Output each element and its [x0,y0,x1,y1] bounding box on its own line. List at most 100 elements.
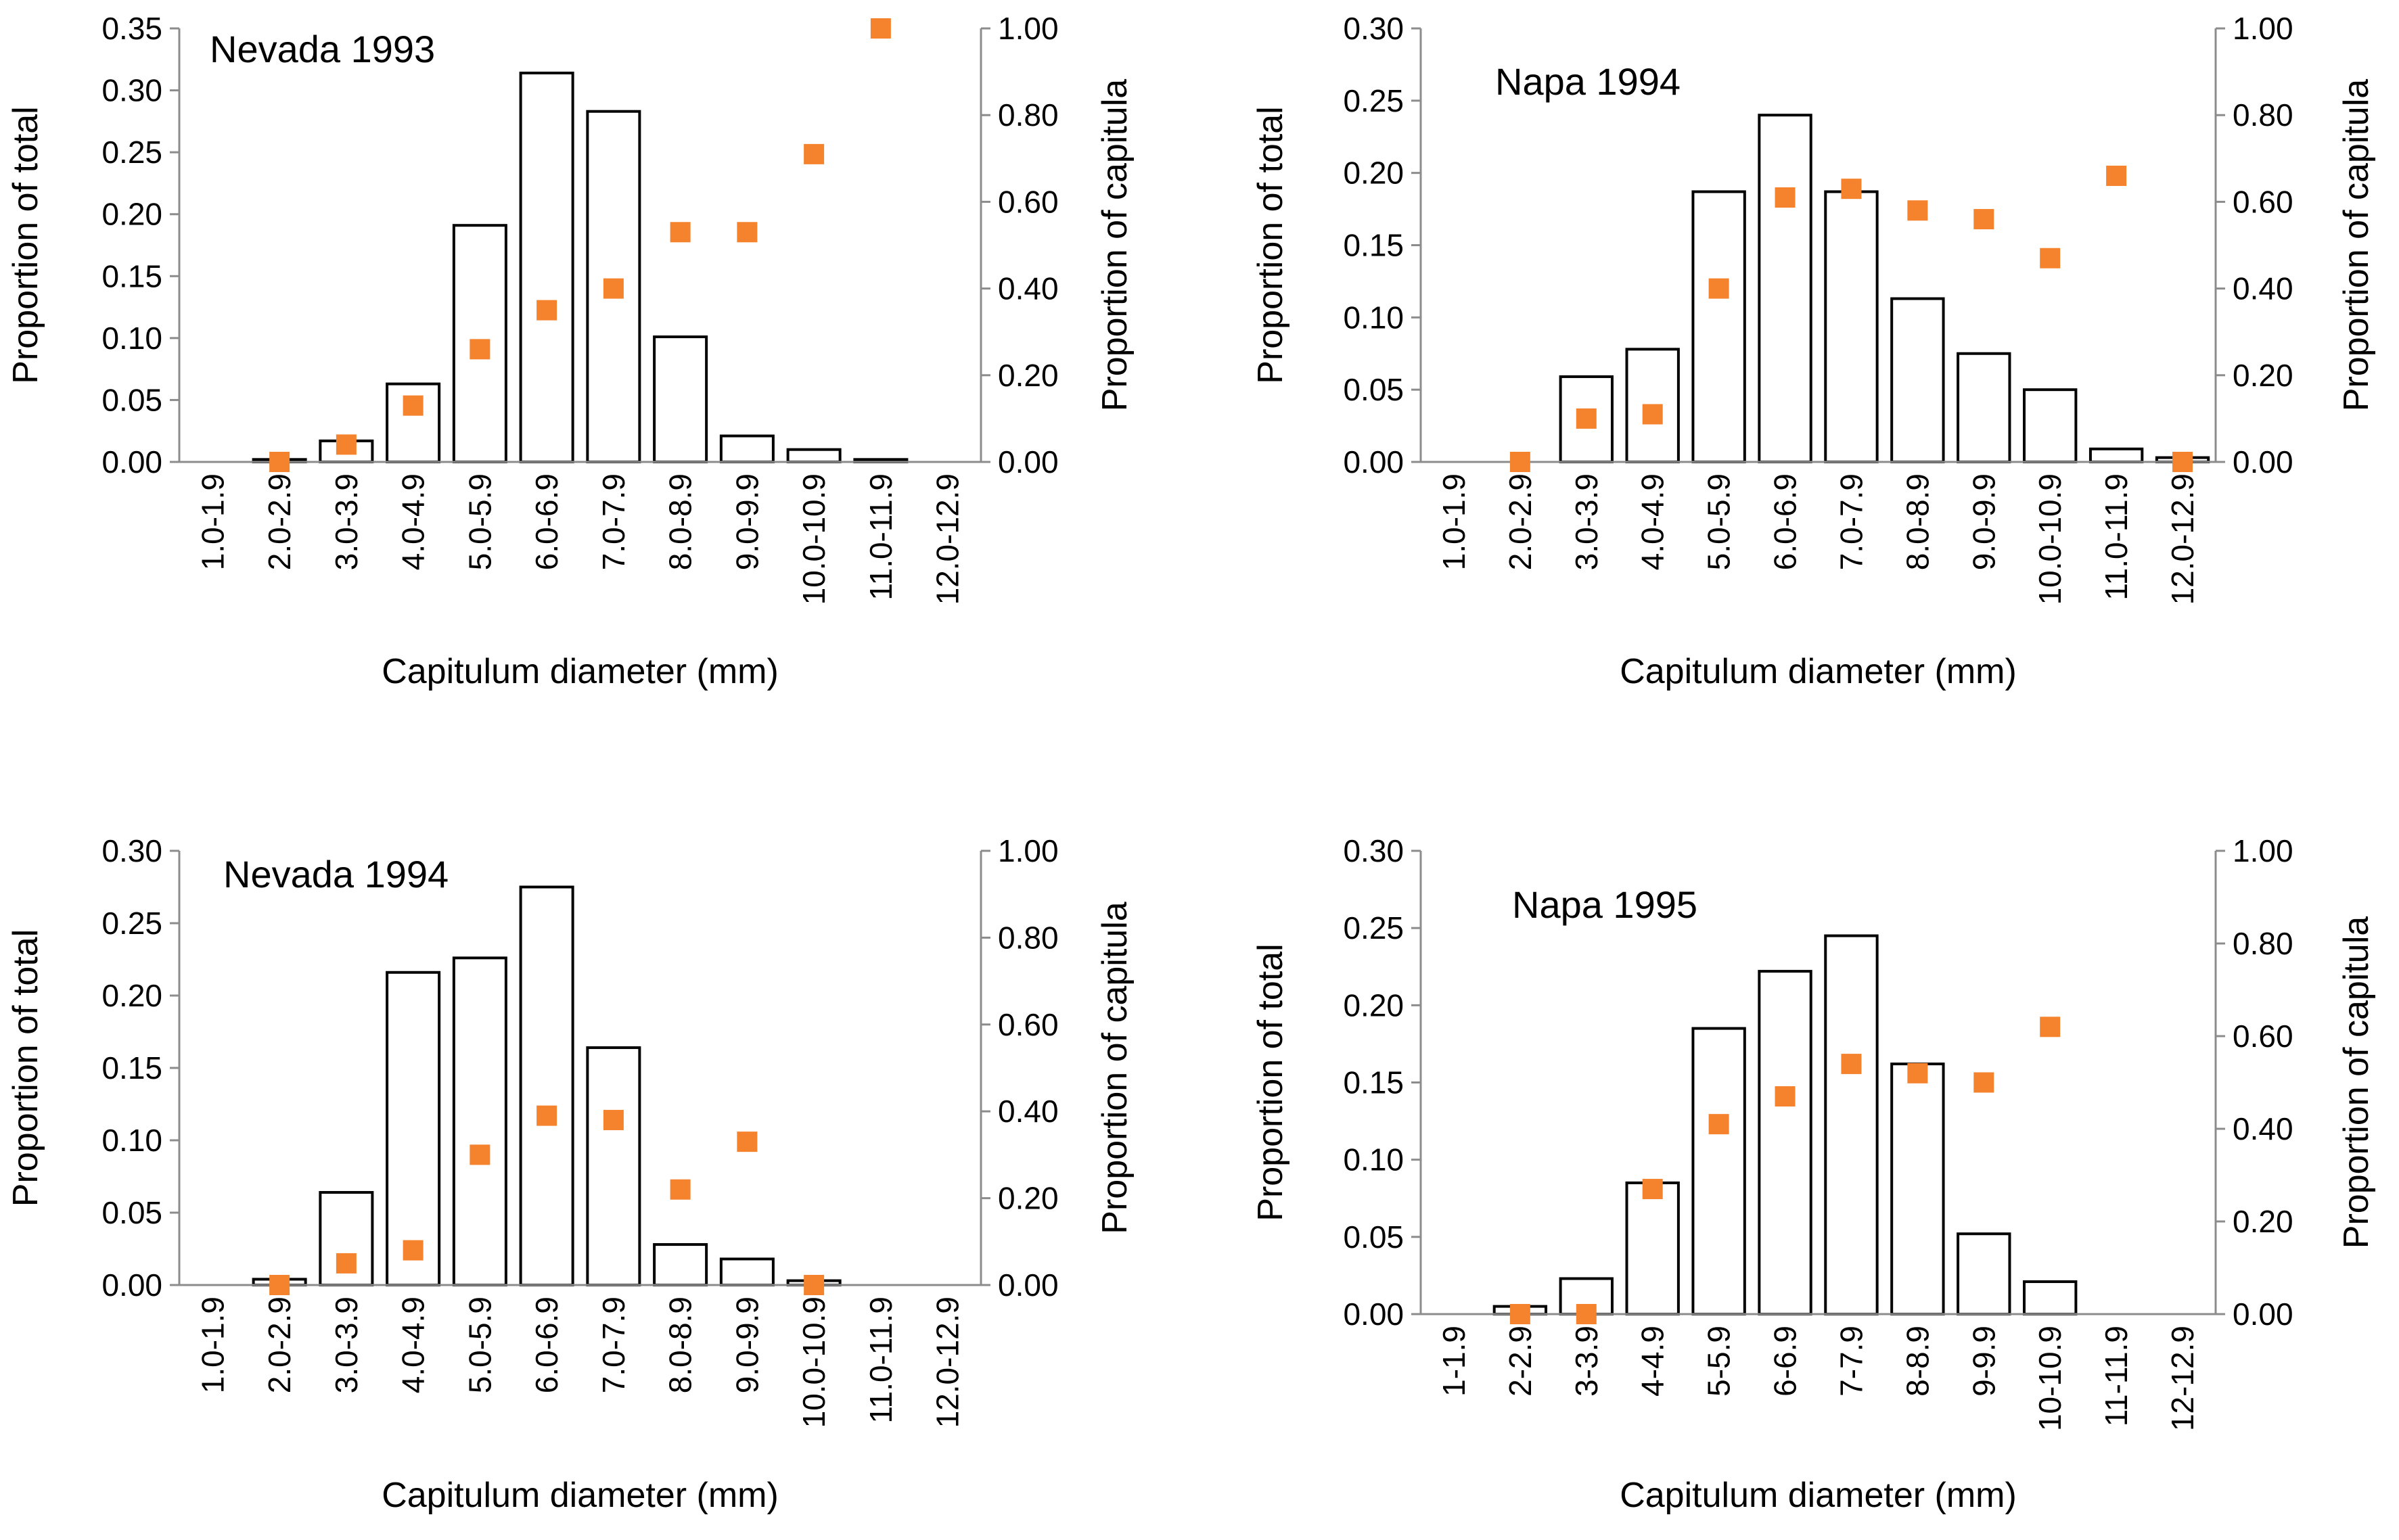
chart-panel-nevada-1993: 0.00 0.05 0.10 0.15 0.20 0.25 0.30 0.35 0.00 0.20… [6,11,1135,691]
right-y-tick-label: 0.40 [2233,1111,2293,1146]
x-tick-label: 5.0-5.9 [1701,473,1737,570]
left-y-axis-title: Proportion of total [6,929,45,1207]
x-tick-label: 8-8.9 [1900,1326,1935,1397]
bar [2088,447,2144,464]
data-point-marker [536,1105,557,1126]
left-y-tick-label: 0.15 [1343,228,1404,263]
right-y-tick-label: 1.00 [998,833,1059,868]
left-y-axis-title: Proportion of total [6,106,45,383]
right-y-tick-label: 0.60 [998,1007,1059,1042]
bar [519,885,574,1286]
x-tick-label: 7.0-7.9 [596,1297,631,1393]
data-point-marker [1841,1054,1862,1075]
data-point-marker [1775,1086,1796,1107]
left-y-axis-title: Proportion of total [1251,943,1290,1221]
right-y-tick-label: 0.80 [998,920,1059,955]
bar [452,956,507,1286]
data-point-marker [1973,209,1994,230]
x-tick-label: 4.0-4.9 [1635,473,1670,570]
right-y-tick-label: 0.80 [998,97,1059,133]
x-tick-label: 2-2.9 [1503,1326,1538,1397]
right-y-tick-label: 1.00 [2233,833,2293,868]
bar [786,448,842,464]
left-y-tick-label: 0.05 [101,382,162,417]
data-point-marker [470,339,490,360]
left-y-tick-label: 0.25 [1343,910,1404,946]
x-tick-label: 9.0-9.9 [729,1297,764,1393]
x-tick-label: 9.0-9.9 [729,473,764,570]
right-y-tick-label: 0.20 [998,358,1059,393]
data-point-marker [1907,1063,1928,1083]
data-point-marker [804,1275,825,1295]
x-tick-label: 1.0-1.9 [195,473,230,570]
bar [519,71,574,463]
left-y-tick-label: 0.20 [101,978,162,1013]
x-tick-label: 12.0-12.9 [930,1297,965,1428]
x-tick-label: 2.0-2.9 [262,1297,297,1393]
bar [653,1243,708,1286]
bar [1625,1181,1680,1315]
data-point-marker [870,18,891,39]
data-point-marker [603,278,624,299]
right-y-axis-title: Proportion of capitula [1095,79,1135,411]
data-point-marker [336,1253,357,1274]
x-tick-label: 10.0-10.9 [796,473,831,605]
data-point-marker [336,434,357,455]
data-point-marker [2040,1017,2061,1037]
data-point-marker [470,1144,490,1165]
x-tick-label: 6-6.9 [1768,1326,1803,1397]
data-point-marker [1708,278,1729,299]
data-point-marker [737,222,758,243]
data-point-marker [536,300,557,321]
panel-title: Nevada 1994 [223,853,449,895]
data-point-marker [670,222,691,243]
bar [2023,1280,2078,1316]
x-tick-label: 4-4.9 [1635,1326,1670,1397]
bar [586,1046,641,1287]
bar [719,1257,775,1286]
bar [1890,1063,1945,1315]
data-point-marker [403,1240,424,1261]
left-y-tick-label: 0.00 [101,1267,162,1303]
bar [1691,1027,1746,1316]
x-axis-title: Capitulum diameter (mm) [1620,652,2017,691]
data-point-marker [804,143,825,164]
x-tick-label: 8.0-8.9 [663,1297,698,1393]
data-point-marker [2106,165,2127,186]
x-tick-label: 6.0-6.9 [1768,473,1803,570]
chart-panel-nevada-1994: 0.00 0.05 0.10 0.15 0.20 0.25 0.30 0.00 0.20 0.40… [6,833,1135,1515]
left-y-tick-label: 0.25 [101,135,162,170]
x-tick-label: 3.0-3.9 [1569,473,1604,570]
right-y-axis-title: Proportion of capitula [2337,916,2376,1249]
data-point-marker [269,452,290,472]
bar [1691,190,1746,463]
x-tick-label: 5.0-5.9 [462,473,497,570]
x-tick-label: 12.0-12.9 [2165,473,2200,605]
right-y-tick-label: 0.40 [2233,271,2293,306]
bar [1758,114,1812,463]
data-point-marker [1509,452,1530,472]
x-tick-label: 9-9.9 [1966,1326,2001,1397]
x-axis-title: Capitulum diameter (mm) [382,652,779,691]
left-y-tick-label: 0.30 [101,833,162,868]
data-point-marker [737,1131,758,1152]
left-y-tick-label: 0.10 [1343,300,1404,335]
x-tick-label: 1.0-1.9 [1436,473,1471,570]
right-y-tick-label: 0.00 [2233,444,2293,480]
x-tick-label: 2.0-2.9 [1503,473,1538,570]
x-tick-label: 11.0-11.9 [2099,473,2134,601]
data-point-marker [269,1275,290,1295]
data-point-marker [670,1179,691,1200]
right-y-tick-label: 0.60 [2233,184,2293,219]
right-y-tick-label: 1.00 [2233,11,2293,46]
x-tick-label: 1.0-1.9 [195,1297,230,1393]
panel-title: Nevada 1993 [210,28,435,70]
right-y-tick-label: 1.00 [998,11,1059,46]
x-tick-label: 7-7.9 [1833,1326,1869,1397]
x-tick-label: 3.0-3.9 [329,473,364,570]
data-point-marker [1973,1072,1994,1093]
bar [653,335,708,464]
data-point-marker [1576,408,1597,429]
left-y-tick-label: 0.00 [1343,444,1404,480]
